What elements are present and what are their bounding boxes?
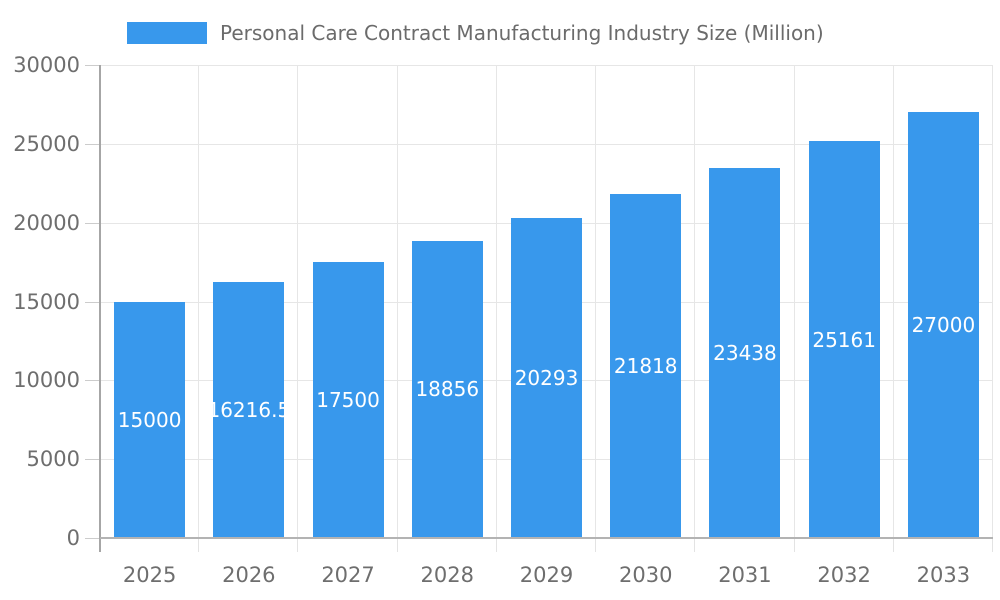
x-axis-tick-mark — [892, 538, 894, 552]
y-axis-tick-label: 15000 — [13, 289, 80, 314]
y-axis-line — [99, 65, 101, 552]
x-axis-tick-mark — [992, 538, 993, 552]
y-axis-tick-mark — [85, 301, 100, 303]
x-axis-tick-label: 2025 — [122, 563, 177, 587]
y-axis-tick-mark — [85, 222, 100, 224]
bar-value-label: 20293 — [514, 366, 579, 391]
v-gridline — [694, 65, 696, 538]
v-gridline — [992, 65, 993, 538]
x-axis-tick-label: 2027 — [321, 563, 375, 587]
x-axis-tick-mark — [396, 538, 398, 552]
bar-2026[interactable]: 16216.5 — [213, 282, 285, 538]
x-axis-tick-label: 2031 — [718, 563, 772, 587]
y-axis-tick-mark — [85, 459, 100, 461]
y-axis-tick-label: 10000 — [13, 368, 80, 393]
bar-2029[interactable]: 20293 — [511, 218, 582, 538]
x-axis-line — [100, 537, 993, 539]
v-gridline — [396, 65, 398, 538]
bar-value-label: 18856 — [415, 377, 480, 402]
v-gridline — [595, 65, 597, 538]
bar-2033[interactable]: 27000 — [907, 112, 979, 538]
x-axis-tick-label: 2032 — [817, 563, 871, 587]
bar-value-label: 15000 — [117, 407, 182, 432]
x-axis-tick-label: 2030 — [618, 563, 673, 587]
x-axis-tick-mark — [495, 538, 497, 552]
x-axis-tick-mark — [297, 538, 299, 552]
v-gridline — [495, 65, 497, 538]
v-gridline — [297, 65, 299, 538]
h-gridline — [100, 143, 993, 145]
bar-value-label: 17500 — [316, 388, 380, 413]
bar-2027[interactable]: 17500 — [312, 262, 384, 538]
bar-value-label: 23438 — [713, 341, 777, 366]
h-gridline — [100, 65, 993, 66]
bar-value-label: 27000 — [911, 313, 976, 338]
x-axis-tick-mark — [694, 538, 696, 552]
bar-value-label: 25161 — [812, 327, 876, 352]
bar-2031[interactable]: 23438 — [709, 168, 781, 538]
x-axis-tick-mark — [793, 538, 795, 552]
bar-2028[interactable]: 18856 — [411, 240, 483, 538]
legend-color-swatch — [127, 22, 207, 44]
y-axis-tick-label: 30000 — [13, 53, 80, 77]
bar-value-label: 21818 — [613, 354, 678, 378]
bar-2025[interactable]: 15000 — [114, 301, 186, 538]
bar-value-label: 16216.5 — [213, 398, 285, 423]
x-axis-tick-label: 2033 — [916, 563, 971, 587]
y-axis-tick-mark — [85, 538, 100, 539]
bar-2030[interactable]: 21818 — [610, 194, 682, 538]
y-axis-tick-label: 25000 — [13, 131, 80, 156]
legend-item[interactable]: Personal Care Contract Manufacturing Ind… — [127, 21, 824, 45]
bar-2032[interactable]: 25161 — [808, 141, 880, 538]
x-axis-tick-label: 2029 — [519, 563, 574, 587]
y-axis-tick-mark — [85, 380, 100, 382]
legend-label: Personal Care Contract Manufacturing Ind… — [220, 21, 824, 45]
v-gridline — [892, 65, 894, 538]
v-gridline — [793, 65, 795, 538]
y-axis-tick-label: 0 — [66, 526, 80, 550]
y-axis-tick-mark — [85, 143, 100, 145]
y-axis-tick-mark — [85, 65, 100, 66]
y-axis-tick-label: 5000 — [26, 447, 80, 472]
plot-area: 15000 16216.5 17500 18856 20293 21818 23438 251… — [100, 65, 993, 538]
x-axis-tick-mark — [198, 538, 200, 552]
y-axis-tick-label: 20000 — [13, 210, 80, 235]
x-axis-tick-label: 2026 — [222, 563, 276, 587]
x-axis-tick-mark — [595, 538, 597, 552]
v-gridline — [198, 65, 200, 538]
x-axis-tick-label: 2028 — [420, 563, 474, 587]
